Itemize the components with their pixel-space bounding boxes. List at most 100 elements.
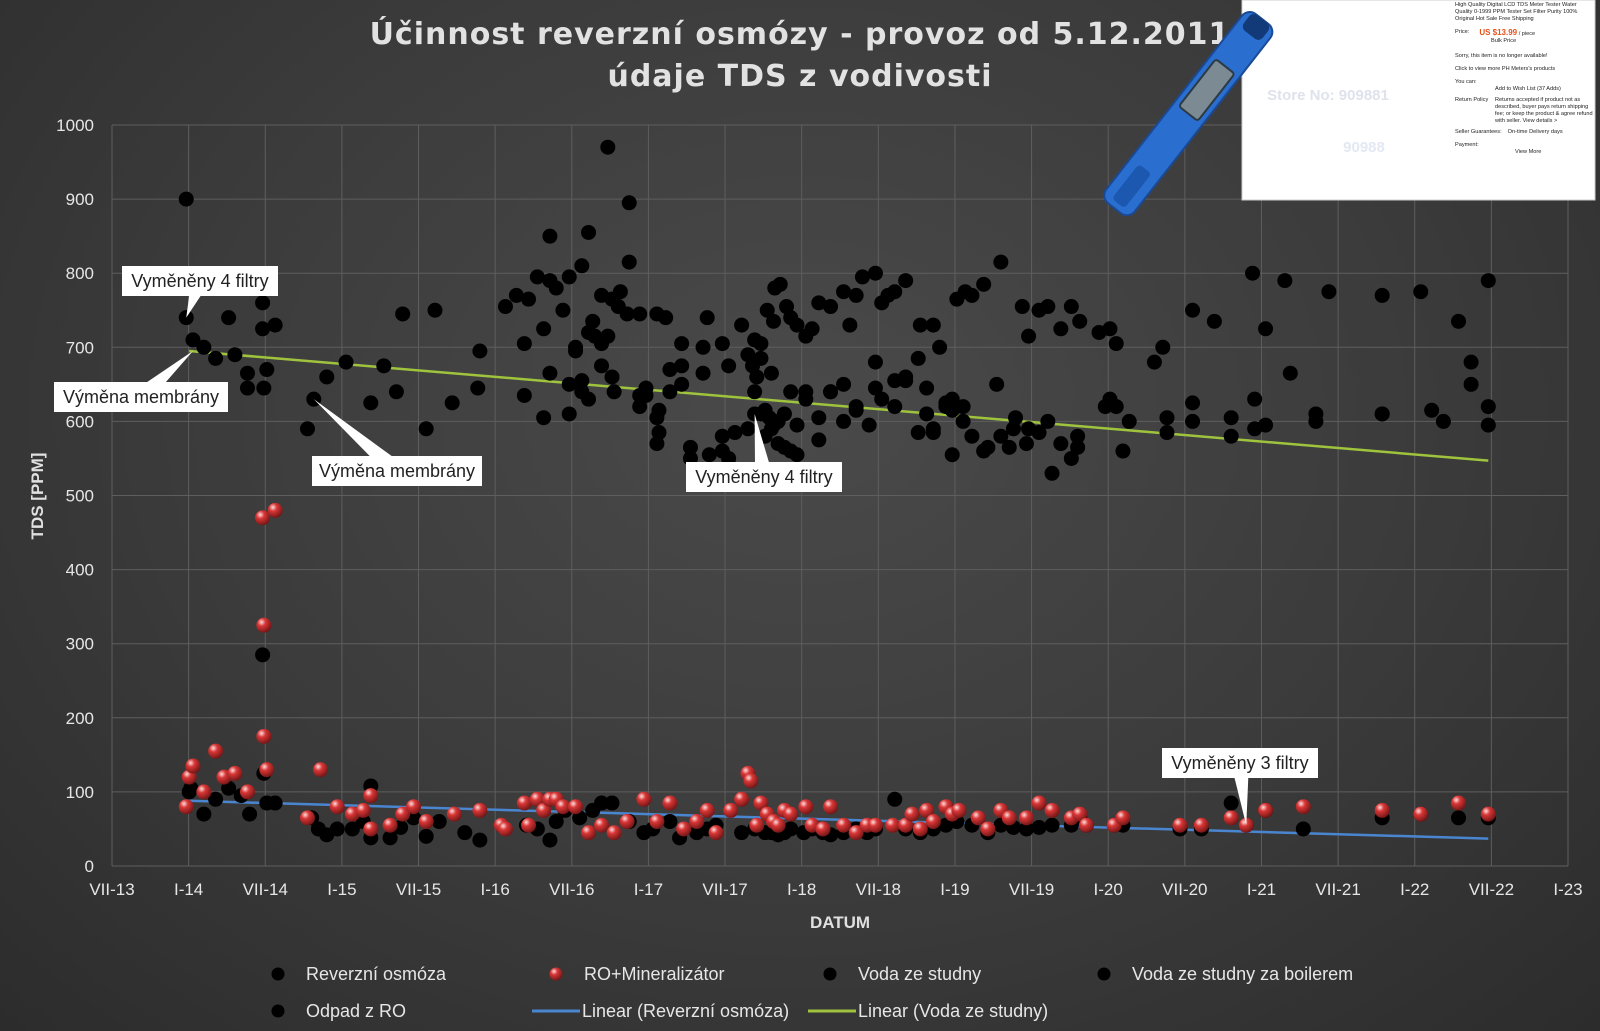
data-point — [836, 817, 852, 833]
data-point — [763, 365, 779, 381]
data-point — [1159, 410, 1175, 426]
annotation-text: Vyměněny 4 filtry — [131, 271, 268, 291]
data-point — [256, 380, 272, 396]
data-point — [651, 425, 667, 441]
data-point — [604, 291, 620, 307]
data-point — [910, 425, 926, 441]
data-point — [363, 821, 379, 837]
data-point — [299, 421, 315, 437]
x-tick-label: I-14 — [174, 880, 203, 899]
data-point — [823, 299, 839, 315]
data-point — [221, 310, 237, 326]
inset-product-title: High Quality Digital LCD TDS Meter Teste… — [1455, 2, 1578, 22]
data-point — [1480, 273, 1496, 289]
data-point — [267, 795, 283, 811]
data-point — [1155, 339, 1171, 355]
data-point — [1223, 410, 1239, 426]
data-point — [516, 336, 532, 352]
y-tick-label: 600 — [66, 412, 94, 431]
data-point — [932, 339, 948, 355]
legend-label: Reverzní osmóza — [306, 964, 447, 984]
data-point — [256, 617, 272, 633]
data-point — [548, 814, 564, 830]
data-points — [178, 139, 1496, 848]
data-point — [1115, 443, 1131, 459]
data-point — [721, 358, 737, 374]
data-point — [636, 791, 652, 807]
data-point — [848, 399, 864, 415]
data-point — [811, 410, 827, 426]
data-point — [516, 795, 532, 811]
data-point — [529, 791, 545, 807]
data-point — [1018, 436, 1034, 452]
data-point — [1063, 450, 1079, 466]
data-point — [1001, 439, 1017, 455]
legend-item: Linear (Reverzní osmóza) — [532, 1001, 789, 1021]
data-point — [1072, 806, 1088, 822]
data-point — [747, 384, 763, 400]
data-point — [1044, 802, 1060, 818]
data-point — [836, 284, 852, 300]
data-point — [867, 354, 883, 370]
data-point — [919, 406, 935, 422]
data-point — [1018, 810, 1034, 826]
data-point — [887, 791, 903, 807]
data-point — [621, 195, 637, 211]
tds-meter-image — [1103, 11, 1274, 217]
y-tick-label: 700 — [66, 338, 94, 357]
data-point — [418, 814, 434, 830]
inset-seller-label: Seller Guarantees: — [1455, 129, 1502, 135]
data-point — [208, 791, 224, 807]
data-point — [259, 362, 275, 378]
x-tick-label: I-22 — [1400, 880, 1429, 899]
data-point — [594, 795, 610, 811]
data-point — [536, 410, 552, 426]
x-tick-labels: VII-13 I-14 VII-14 I-15 VII-15 I-16 VII-16 I-17… — [89, 880, 1582, 899]
inset-price: US $13.99 — [1479, 28, 1518, 37]
inset-view-more-2[interactable]: View More — [1515, 149, 1542, 155]
annotation-callout: Výměna membrány — [312, 399, 482, 486]
legend-item: Voda ze studny — [823, 964, 981, 984]
data-point — [1258, 417, 1274, 433]
data-point — [783, 806, 799, 822]
data-point — [446, 806, 462, 822]
data-point — [604, 795, 620, 811]
data-point — [363, 395, 379, 411]
data-point — [1374, 287, 1390, 303]
data-point — [734, 825, 750, 841]
data-point — [632, 399, 648, 415]
data-point — [1097, 399, 1113, 415]
data-point — [1102, 321, 1118, 337]
data-point — [267, 317, 283, 333]
data-point — [970, 810, 986, 826]
data-point — [753, 795, 769, 811]
data-point — [1108, 336, 1124, 352]
series-reverzn-osm-za — [181, 647, 1496, 848]
data-point — [1463, 354, 1479, 370]
annotation-text: Vyměněny 3 filtry — [1171, 753, 1308, 773]
data-point — [574, 258, 590, 274]
data-point — [1321, 284, 1337, 300]
data-point — [581, 825, 597, 841]
legend-label: Voda ze studny — [858, 964, 981, 984]
data-point — [887, 373, 903, 389]
data-point — [898, 373, 914, 389]
data-point — [418, 421, 434, 437]
data-point — [178, 799, 194, 815]
data-point — [561, 406, 577, 422]
data-point — [239, 365, 255, 381]
legend: Reverzní osmóza RO+Mineralizátor Voda ze s… — [271, 964, 1353, 1021]
data-point — [1121, 413, 1137, 429]
legend-item: Linear (Voda ze studny) — [808, 1001, 1048, 1021]
data-point — [919, 380, 935, 396]
inset-wish-list[interactable]: Add to Wish List (37 Adds) — [1495, 86, 1561, 92]
data-point — [993, 254, 1009, 270]
inset-return-text: Returns accepted if product not as descr… — [1495, 97, 1593, 124]
inset-seller-text: On-time Delivery days — [1507, 129, 1563, 135]
data-point — [919, 802, 935, 818]
data-point — [727, 425, 743, 441]
data-point — [472, 343, 488, 359]
y-tick-label: 200 — [66, 709, 94, 728]
data-point — [1070, 439, 1086, 455]
data-point — [649, 814, 665, 830]
